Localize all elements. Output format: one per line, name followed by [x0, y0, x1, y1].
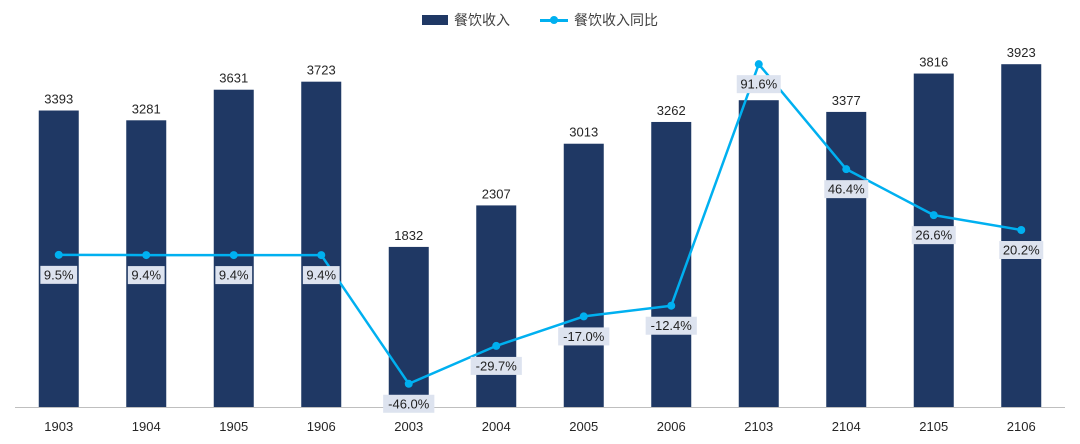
x-tick-label-2006: 2006 [657, 419, 686, 434]
x-tick-label-2104: 2104 [832, 419, 861, 434]
yoy-label-bg-2005 [558, 327, 610, 346]
bar-value-label-2004: 2307 [482, 186, 511, 201]
bar-value-label-1904: 3281 [132, 101, 161, 116]
bar-1905 [213, 89, 254, 408]
yoy-label-bg-2104 [824, 180, 869, 199]
yoy-label-2006: -12.4% [651, 318, 693, 333]
yoy-label-bg-2004 [470, 356, 522, 375]
legend: 餐饮收入 餐饮收入同比 [0, 10, 1080, 30]
yoy-label-bg-2106 [999, 241, 1044, 260]
legend-bar-swatch [422, 15, 448, 25]
bar-value-label-2104: 3377 [832, 93, 861, 108]
x-tick-label-1903: 1903 [44, 419, 73, 434]
yoy-point-2006 [667, 301, 676, 310]
legend-bar-label: 餐饮收入 [454, 12, 510, 28]
legend-line-swatch [540, 15, 568, 25]
yoy-point-2003 [404, 379, 413, 388]
bar-2103 [738, 100, 779, 407]
yoy-label-bg-2103 [736, 75, 781, 94]
yoy-label-bg-2105 [911, 226, 956, 245]
yoy-point-1905 [229, 251, 238, 260]
yoy-line [58, 62, 1022, 386]
x-tick-label-1906: 1906 [307, 419, 336, 434]
x-tick-label-2106: 2106 [1007, 419, 1036, 434]
yoy-point-2103 [754, 60, 763, 69]
bar-2004 [476, 205, 517, 407]
yoy-label-2105: 26.6% [915, 228, 952, 243]
x-tick-label-1904: 1904 [132, 419, 161, 434]
yoy-label-bg-2006 [645, 316, 697, 335]
legend-item-bar: 餐饮收入 [422, 10, 510, 30]
yoy-point-1903 [54, 250, 63, 259]
yoy-point-2004 [492, 341, 501, 350]
yoy-label-1903: 9.5% [44, 267, 74, 282]
bar-2104 [826, 111, 867, 407]
legend-item-line: 餐饮收入同比 [540, 10, 658, 30]
bar-value-label-2005: 3013 [569, 125, 598, 140]
legend-line-label: 餐饮收入同比 [574, 12, 658, 28]
x-tick-label-2004: 2004 [482, 419, 511, 434]
yoy-label-2004: -29.7% [476, 358, 518, 373]
yoy-label-bg-1904 [127, 266, 165, 285]
yoy-label-2106: 20.2% [1003, 243, 1040, 258]
yoy-label-1905: 9.4% [219, 268, 249, 283]
bar-2106 [1001, 64, 1042, 407]
yoy-label-bg-2003 [383, 394, 435, 413]
bar-value-label-2003: 1832 [394, 228, 423, 243]
bar-value-label-2006: 3262 [657, 103, 686, 118]
x-tick-label-2003: 2003 [394, 419, 423, 434]
bar-2006 [651, 121, 692, 408]
bar-value-label-2106: 3923 [1007, 45, 1036, 60]
yoy-label-2005: -17.0% [563, 329, 605, 344]
yoy-label-2103: 91.6% [740, 77, 777, 92]
yoy-point-1906 [317, 251, 326, 260]
yoy-point-1904 [142, 251, 151, 260]
yoy-label-bg-1905 [215, 266, 253, 285]
bar-1906 [301, 81, 342, 407]
x-tick-label-2005: 2005 [569, 419, 598, 434]
yoy-point-2005 [579, 312, 588, 321]
x-tick-label-2105: 2105 [919, 419, 948, 434]
yoy-point-2104 [842, 165, 851, 174]
yoy-label-bg-1906 [302, 266, 340, 285]
bar-value-label-1905: 3631 [219, 71, 248, 86]
bar-value-label-2105: 3816 [919, 55, 948, 70]
x-tick-label-2103: 2103 [744, 419, 773, 434]
yoy-label-1904: 9.4% [131, 268, 161, 283]
yoy-label-2104: 46.4% [828, 182, 865, 197]
yoy-label-1906: 9.4% [306, 268, 336, 283]
x-tick-label-1905: 1905 [219, 419, 248, 434]
bar-1904 [126, 120, 167, 407]
yoy-point-2105 [929, 211, 938, 220]
bar-2005 [563, 143, 604, 407]
bar-value-label-1906: 3723 [307, 63, 336, 78]
bar-value-label-1903: 3393 [44, 92, 73, 107]
yoy-label-bg-1903 [40, 265, 78, 284]
yoy-point-2106 [1017, 226, 1026, 235]
yoy-label-2003: -46.0% [388, 396, 430, 411]
